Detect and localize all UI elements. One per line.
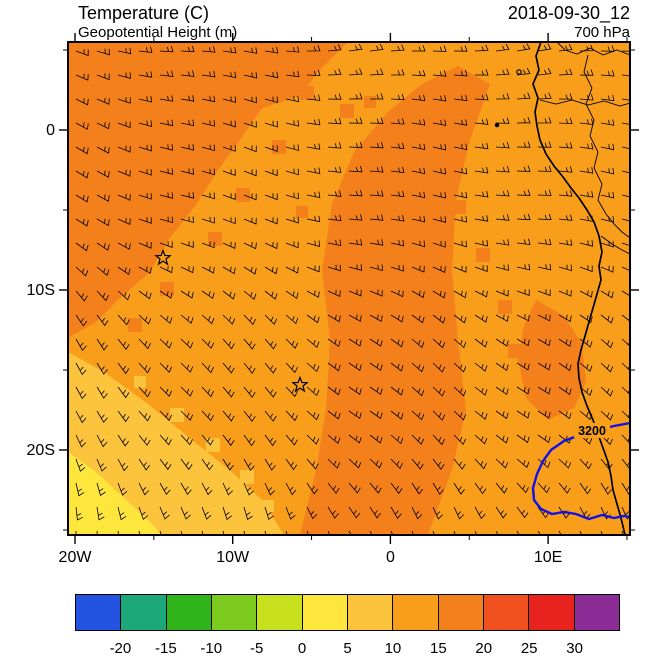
colorbar-cell: [75, 594, 122, 631]
temperature-speckle: [476, 248, 490, 262]
map-plot: 3200 20W 10W 0 10E 0 10S 20S: [27, 33, 639, 566]
temperature-speckle: [452, 200, 466, 214]
temperature-speckle: [236, 188, 250, 202]
colorbar-tick-label: 20: [475, 640, 493, 657]
colorbar-cell: [301, 594, 348, 631]
contour-label-bg: [574, 423, 610, 438]
temperature-speckle: [508, 344, 522, 358]
island: [494, 122, 500, 128]
temperature-region: [300, 66, 490, 535]
temperature-speckle: [384, 448, 398, 462]
temperature-speckle: [262, 500, 274, 512]
colorbar-tick-label: 0: [297, 640, 307, 657]
colorbar-tick-label: -15: [154, 640, 177, 657]
temperature-region: [518, 300, 586, 420]
colorbar-tick-label: 30: [566, 640, 583, 657]
country-border: [539, 99, 630, 107]
y-axis-label: 20S: [27, 442, 55, 459]
colorbar-tick-label: 15: [429, 640, 447, 657]
pressure-level: 700 hPa: [574, 24, 630, 41]
x-axis-label: 20W: [59, 549, 93, 566]
plot-border: [67, 41, 631, 536]
x-axis-label: 0: [386, 549, 395, 566]
wind-barbs: [75, 43, 630, 535]
temperature-speckle: [300, 86, 314, 100]
x-axis-label: 10E: [534, 549, 562, 566]
colorbar-tick-label: 25: [520, 640, 538, 657]
colorbar-cell: [346, 594, 394, 631]
chart-subtitle: Geopotential Height (m): [78, 24, 238, 41]
star-marker: [154, 248, 172, 266]
colorbar-tick-label: -10: [200, 640, 223, 657]
chart-title: Temperature (C): [78, 3, 210, 23]
temperature-speckle: [170, 408, 184, 422]
temperature-speckle: [272, 140, 286, 154]
colorbar-tick-label: 10: [384, 640, 402, 657]
valid-datetime: 2018-09-30_12: [507, 3, 630, 23]
colorbar-cell: [573, 594, 620, 631]
temperature-speckle: [240, 470, 254, 484]
x-axis-label: 10W: [216, 549, 250, 566]
colorbar-tick-label: 5: [343, 640, 352, 657]
colorbar-labels: -20 -15 -10 -5 0 5 10 15 20 25 30: [75, 640, 620, 660]
temperature-region: [68, 452, 162, 535]
country-border: [556, 42, 630, 56]
temperature-speckle: [296, 206, 308, 218]
temperature-speckle: [134, 376, 146, 388]
colorbar-tick-label: -20: [109, 640, 132, 657]
temperature-region: [68, 42, 348, 338]
temperature-speckle: [364, 96, 376, 108]
country-border: [600, 235, 630, 255]
temperature-speckle: [356, 492, 368, 504]
temperature-speckle: [160, 282, 174, 296]
colorbar-cell: [120, 594, 167, 631]
y-axis-label: 10S: [27, 282, 55, 299]
colorbar-tick-label: -5: [249, 640, 264, 657]
temperature-region: [68, 352, 284, 535]
colorbar-cell: [256, 594, 303, 631]
colorbar-cell: [528, 594, 575, 631]
temperature-speckle: [208, 232, 222, 246]
temperature-speckle: [128, 318, 142, 332]
coastline: [532, 42, 626, 535]
colorbar-cell: [392, 594, 439, 631]
colorbar: [75, 594, 620, 631]
height-contour-label: 3200: [578, 424, 606, 438]
island: [516, 69, 522, 75]
colorbar-cell: [165, 594, 212, 631]
colorbar-cell: [210, 594, 258, 631]
y-axis-label: 0: [46, 122, 55, 139]
map-area: 3200: [68, 42, 630, 535]
temperature-speckle: [340, 104, 354, 118]
colorbar-cell: [482, 594, 530, 631]
star-marker: [291, 375, 309, 393]
temperature-speckle: [206, 438, 220, 452]
colorbar-cell: [437, 594, 484, 631]
country-border: [583, 54, 630, 239]
temperature-speckle: [498, 300, 512, 314]
